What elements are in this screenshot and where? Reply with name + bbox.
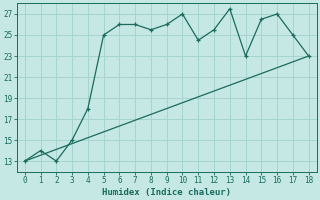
X-axis label: Humidex (Indice chaleur): Humidex (Indice chaleur): [102, 188, 231, 197]
